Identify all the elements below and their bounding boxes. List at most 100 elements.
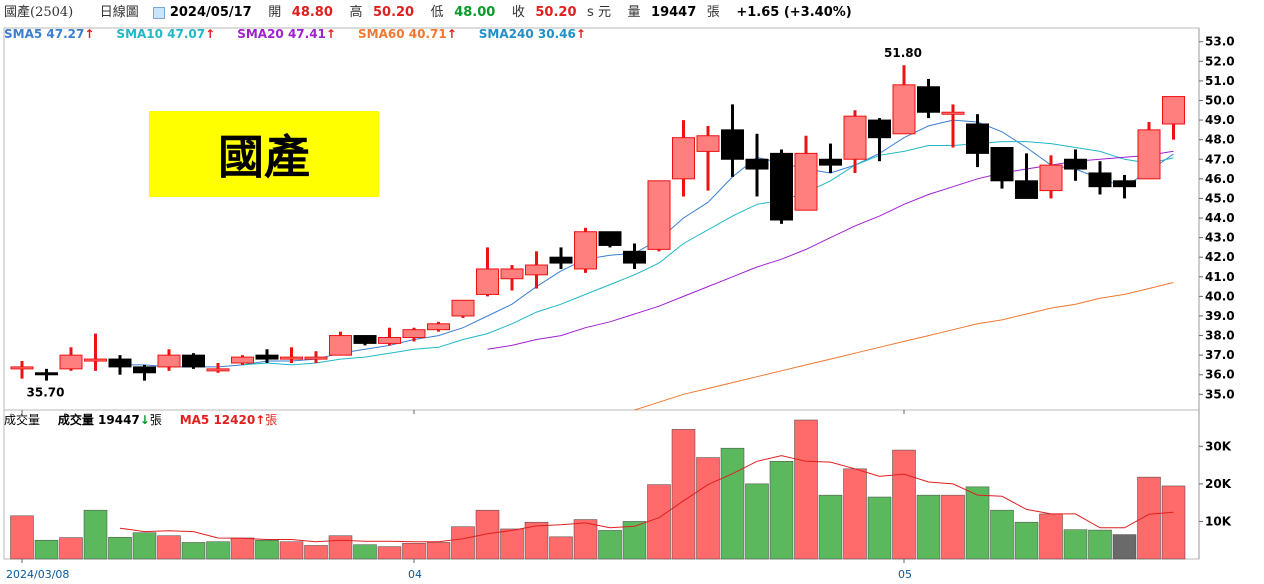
volume-bar (818, 494, 843, 560)
price-tick-label: 45.0 (1205, 191, 1235, 205)
low-value: 48.00 (454, 5, 496, 20)
price-tick-label: 49.0 (1205, 113, 1235, 127)
candle (770, 149, 793, 224)
price-tick-label: 46.0 (1205, 172, 1235, 186)
volume-bar (794, 419, 818, 560)
candle (500, 265, 524, 291)
candle (966, 114, 989, 168)
volume-bar (965, 486, 990, 560)
legend-item-3: SMA60 40.71↑ (358, 27, 457, 41)
candle-body (500, 268, 524, 280)
sma-line-sma10 (242, 141, 1174, 366)
volume-unit: 張 (706, 5, 720, 20)
candle (255, 349, 279, 363)
candle-body (525, 264, 548, 276)
price-tick-label: 48.0 (1205, 133, 1235, 147)
candle-body (549, 256, 573, 264)
volume-ma-line (119, 455, 1174, 543)
volume-bar (475, 509, 500, 560)
candle-body (378, 337, 401, 344)
price-tick-label: 43.0 (1205, 231, 1235, 245)
volume-bar (892, 449, 916, 560)
candle-body (623, 250, 646, 264)
candle (525, 251, 548, 289)
up-arrow-icon: ↑ (205, 27, 216, 41)
legend-label: SMA10 47.07 (116, 27, 206, 41)
legend-label: SMA60 40.71 (357, 27, 447, 41)
volume-bar (671, 429, 696, 560)
legend-item-4: SMA240 30.46↑ (479, 27, 586, 41)
candle-body (966, 123, 989, 154)
candle-body (133, 366, 156, 374)
volume-bar (255, 539, 279, 560)
volume-bar (328, 535, 353, 560)
calendar-icon[interactable] (153, 6, 166, 19)
candle-body (598, 231, 622, 246)
candle-body (427, 323, 450, 331)
annotation-label: 35.70 (27, 386, 65, 400)
volume-bar (1137, 476, 1161, 560)
candle-body (108, 358, 132, 368)
candle-body (892, 84, 916, 135)
candle (1088, 161, 1112, 195)
candle-body (647, 180, 671, 250)
price-tick-label: 35.0 (1205, 387, 1235, 401)
candle (157, 349, 181, 371)
candle-body (280, 356, 303, 360)
candle (892, 65, 916, 135)
annotation-label: 51.80 (884, 46, 922, 60)
volume-bar (59, 537, 83, 560)
volume-bar (353, 544, 377, 560)
candle (304, 351, 328, 363)
volume-bar (990, 509, 1014, 560)
candles (10, 65, 1185, 381)
up-arrow-icon: ↑ (255, 413, 266, 427)
candle (794, 135, 818, 211)
candle (59, 347, 83, 371)
high-label: 高 (349, 5, 363, 20)
up-arrow-icon: ↑ (575, 27, 586, 41)
candle-body (917, 86, 940, 113)
candle (843, 110, 867, 173)
price-tick-label: 39.0 (1205, 309, 1235, 323)
volume-bar (524, 521, 549, 560)
volume-bar (1063, 529, 1088, 560)
volume-bar (1014, 521, 1039, 560)
candle-body (255, 354, 279, 360)
candle (133, 364, 156, 381)
price-tick-label: 38.0 (1205, 329, 1235, 343)
candle (84, 333, 107, 371)
legend-label: SMA5 47.27 (4, 27, 85, 41)
candle-body (843, 115, 867, 160)
volume-bar (1112, 534, 1137, 560)
open-value: 48.80 (291, 5, 333, 20)
volume-bar (230, 537, 255, 560)
candle (353, 335, 377, 346)
candle (1162, 96, 1185, 140)
price-axis: 53.0 52.0 51.0 50.0 49.0 48.0 47.0 46.0 45.0 44.0… (1199, 35, 1235, 528)
volume-tick-label: 10K (1205, 514, 1232, 528)
volume-bar (622, 521, 647, 560)
candle (598, 231, 622, 248)
candle (182, 353, 205, 369)
date-axis: 2024/03/08 04 05 (6, 410, 912, 581)
candle-body (1113, 180, 1136, 188)
candle (402, 327, 426, 342)
volume-bar (1039, 513, 1063, 560)
candle (819, 143, 842, 173)
volume-bar (279, 541, 304, 560)
volume-bar (843, 468, 867, 560)
date-tick-label: 2024/03/08 (6, 568, 69, 581)
candle (1137, 122, 1161, 180)
volume-bar (647, 484, 671, 560)
candle (231, 355, 254, 365)
volume-bars (10, 419, 1186, 560)
candle-body (84, 358, 107, 362)
volume-bar (916, 494, 941, 560)
period-label[interactable]: 日線圖 (99, 5, 139, 20)
sma-line-sma60 (634, 282, 1174, 411)
volume-ma-unit: 張 (265, 413, 278, 427)
volume-bar (941, 494, 965, 560)
candle-body (182, 354, 205, 368)
